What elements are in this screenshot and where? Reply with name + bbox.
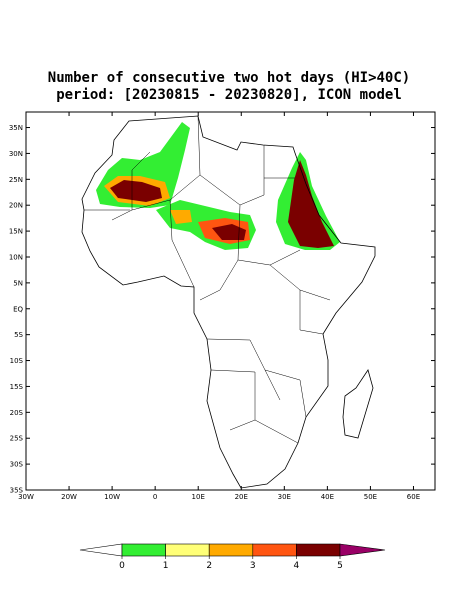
colorbar-label: 4 bbox=[294, 561, 300, 571]
colorbar-box bbox=[165, 543, 210, 557]
x-tick-label: 30E bbox=[278, 493, 291, 501]
y-tick-label: 5S bbox=[14, 331, 23, 339]
y-tick-label: 25S bbox=[10, 435, 24, 443]
colorbar-label: 0 bbox=[119, 561, 125, 571]
heat-region bbox=[212, 224, 246, 240]
y-tick-label: 30S bbox=[10, 461, 24, 469]
y-tick-label: EQ bbox=[13, 305, 23, 313]
x-tick-label: 10E bbox=[192, 493, 205, 501]
colorbar-label: 2 bbox=[206, 561, 212, 571]
y-tick-label: 35N bbox=[9, 124, 23, 132]
y-tick-label: 25N bbox=[9, 176, 23, 184]
heat-region bbox=[170, 210, 192, 224]
heat-field bbox=[96, 122, 340, 250]
x-tick-label: 50E bbox=[364, 493, 377, 501]
x-tick-label: 60E bbox=[407, 493, 420, 501]
x-tick-label: 10W bbox=[104, 493, 120, 501]
colorbar-box bbox=[121, 543, 166, 557]
heat-region bbox=[288, 160, 334, 248]
title-line-2: period: [20230815 - 20230820], ICON mode… bbox=[56, 87, 402, 103]
heat-region bbox=[110, 180, 162, 202]
y-tick-label: 20N bbox=[9, 202, 23, 210]
y-tick-label: 20S bbox=[10, 409, 24, 417]
colorbar-box bbox=[252, 543, 297, 557]
y-tick-label: 35S bbox=[10, 487, 24, 495]
y-tick-label: 10N bbox=[9, 253, 23, 261]
colorbar-lower-triangle bbox=[79, 543, 123, 557]
x-tick-label: 40E bbox=[321, 493, 334, 501]
colorbar-upper-triangle bbox=[339, 543, 386, 557]
colorbar-box bbox=[296, 543, 341, 557]
x-tick-label: 30W bbox=[18, 493, 34, 501]
colorbar-label: 1 bbox=[163, 561, 169, 571]
colorbar-box bbox=[208, 543, 254, 557]
africa-outline bbox=[81, 115, 376, 489]
y-tick-label: 10S bbox=[10, 357, 24, 365]
y-tick-label: 15S bbox=[10, 383, 24, 391]
x-tick-label: 20W bbox=[61, 493, 77, 501]
y-tick-label: 5N bbox=[13, 279, 23, 287]
colorbar-label: 5 bbox=[337, 561, 343, 571]
x-tick-label: 20E bbox=[235, 493, 248, 501]
y-tick-label: 30N bbox=[9, 150, 23, 158]
map-frame bbox=[25, 111, 436, 491]
colorbar-label: 3 bbox=[250, 561, 256, 571]
x-tick-label: 0 bbox=[153, 493, 157, 501]
title-line-1: Number of consecutive two hot days (HI>4… bbox=[48, 70, 410, 86]
y-tick-label: 15N bbox=[9, 228, 23, 236]
